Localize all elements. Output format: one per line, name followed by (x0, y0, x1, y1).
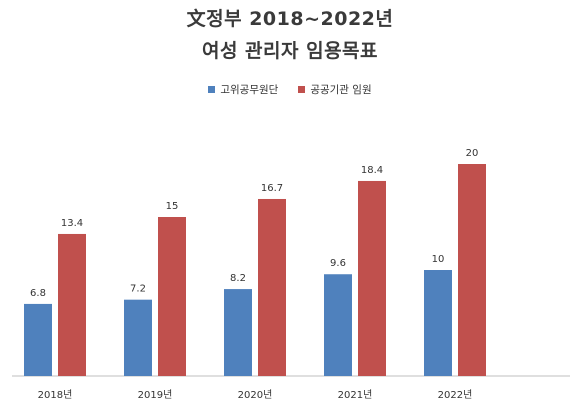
legend-label-series-0: 고위공무원단 (220, 84, 279, 96)
x-tick-label-4: 2022년 (438, 389, 473, 401)
bar-series-1-0 (58, 233, 86, 376)
bar-series-0-4 (424, 270, 452, 376)
data-label-series-1-2: 16.7 (261, 183, 283, 194)
legend-swatch-series-1 (298, 86, 306, 93)
legend-label-series-1: 공공기관 임원 (310, 84, 372, 96)
x-tick-label-1: 2019년 (138, 389, 173, 401)
data-label-series-0-3: 9.6 (330, 258, 346, 269)
data-label-series-1-1: 15 (166, 201, 179, 212)
chart-subtitle: 여성 관리자 임용목표 (201, 40, 379, 62)
data-label-series-1-0: 13.4 (61, 218, 83, 229)
data-label-series-0-1: 7.2 (130, 284, 146, 295)
bar-series-0-1 (124, 299, 152, 376)
data-label-series-0-0: 6.8 (30, 288, 46, 299)
bar-series-1-3 (358, 180, 386, 376)
x-tick-label-2: 2020년 (238, 389, 273, 401)
x-tick-label-0: 2018년 (38, 389, 73, 401)
legend-item-series-1: 공공기관 임원 (298, 82, 372, 97)
bar-series-0-2 (224, 289, 252, 376)
bar-series-0-0 (24, 303, 52, 376)
legend-item-series-0: 고위공무원단 (208, 82, 278, 97)
bar-series-1-1 (158, 217, 186, 376)
x-tick-label-3: 2021년 (338, 389, 373, 401)
data-label-series-0-4: 10 (432, 254, 445, 265)
data-label-series-0-2: 8.2 (230, 273, 246, 284)
legend-swatch-series-0 (208, 86, 216, 93)
bar-series-1-2 (258, 198, 286, 376)
chart-title: 文정부 2018~2022년 (186, 8, 394, 30)
data-label-series-1-4: 20 (466, 148, 479, 159)
bar-series-0-3 (324, 274, 352, 376)
legend: 고위공무원단 공공기관 임원 (0, 82, 580, 97)
data-label-series-1-3: 18.4 (361, 165, 383, 176)
bar-series-1-4 (458, 164, 486, 376)
